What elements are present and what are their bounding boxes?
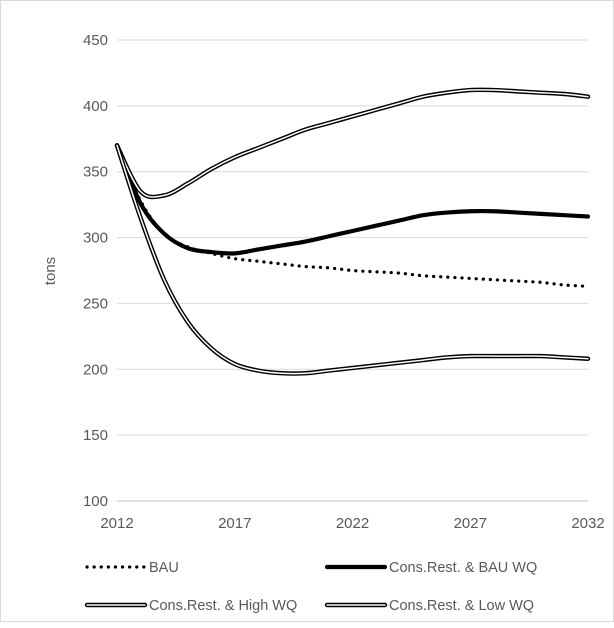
legend-entry: Cons.Rest. & High WQ [84,598,297,614]
gridlines [117,39,588,436]
y-tick-label: 150 [83,427,108,444]
series-line-2-stroke [114,143,591,256]
y-tick-label: 300 [83,230,108,247]
legend-label: Cons.Rest. & High WQ [149,598,297,614]
x-tick-label: 2027 [454,515,487,532]
x-tick-label: 2017 [218,515,251,532]
x-tick-label: 2012 [100,515,133,532]
legend-entry: Cons.Rest. & BAU WQ [324,560,537,576]
y-tick-label: 250 [83,295,108,312]
y-tick-label: 450 [83,32,108,49]
x-tick-label: 2022 [336,515,369,532]
legend-label: Cons.Rest. & Low WQ [389,598,534,614]
y-axis-label: tons [42,257,59,285]
y-tick-label: 200 [83,361,108,378]
series-line-4 [114,143,591,376]
series-line-4-inner [116,144,589,375]
y-tick-label: 100 [83,493,108,510]
legend-entry: BAU [85,560,179,576]
legend-label: Cons.Rest. & BAU WQ [389,560,537,576]
y-tick-label: 350 [83,164,108,181]
axes: 100 150 200 250 300 350 400 450 2012 2017 2022 2027… [83,32,605,532]
series-lines [114,87,591,376]
y-tick-label: 400 [83,98,108,115]
legend-entry: Cons.Rest. & Low WQ [324,598,534,614]
series-line-3 [114,87,591,200]
series-line-4-outer [114,143,591,376]
series-line-1-stroke [115,143,590,288]
series-line-2 [114,143,591,256]
legend: BAU Cons.Rest. & BAU WQ Cons.Rest. & High … [84,560,537,614]
series-line-1 [115,143,590,288]
x-tick-label: 2032 [571,515,604,532]
series-line-3-inner [116,89,589,198]
legend-label: BAU [149,560,179,576]
